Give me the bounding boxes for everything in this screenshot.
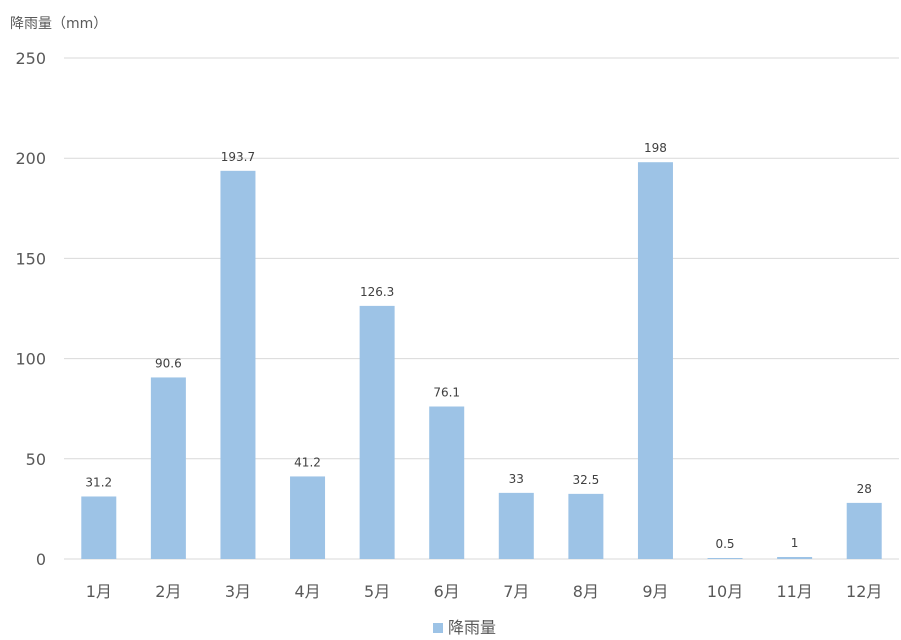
y-tick-label: 0 bbox=[36, 550, 46, 569]
y-tick-label: 200 bbox=[15, 149, 46, 168]
bar[interactable] bbox=[846, 502, 882, 559]
bar[interactable] bbox=[429, 406, 465, 559]
x-tick-label: 8月 bbox=[573, 582, 599, 601]
x-tick-label: 10月 bbox=[707, 582, 743, 601]
bar[interactable] bbox=[568, 493, 604, 559]
bar[interactable] bbox=[220, 170, 256, 559]
data-label: 0.5 bbox=[715, 537, 734, 551]
bar[interactable] bbox=[81, 496, 117, 559]
data-label: 193.7 bbox=[221, 150, 255, 164]
legend[interactable]: 降雨量 bbox=[433, 618, 496, 637]
data-label: 28 bbox=[857, 482, 872, 496]
gridlines bbox=[64, 57, 899, 560]
data-label: 198 bbox=[644, 141, 667, 155]
y-tick-label: 250 bbox=[15, 49, 46, 68]
data-label: 76.1 bbox=[433, 385, 460, 399]
y-tick-label: 100 bbox=[15, 350, 46, 369]
bar[interactable] bbox=[359, 305, 395, 559]
y-axis-ticks: 0 50 100 150 200 250 bbox=[15, 49, 46, 569]
x-tick-label: 7月 bbox=[503, 582, 529, 601]
legend-label: 降雨量 bbox=[448, 618, 496, 637]
bars bbox=[81, 162, 882, 559]
data-label: 1 bbox=[791, 536, 799, 550]
data-label: 41.2 bbox=[294, 455, 321, 469]
y-tick-label: 50 bbox=[26, 450, 46, 469]
legend-swatch bbox=[433, 623, 443, 633]
bar[interactable] bbox=[290, 476, 326, 559]
x-tick-label: 1月 bbox=[86, 582, 112, 601]
data-labels: 31.2 90.6 193.7 41.2 126.3 76.1 33 32.5 198 0.5 1 2… bbox=[85, 141, 871, 551]
x-tick-label: 4月 bbox=[294, 582, 320, 601]
bar[interactable] bbox=[637, 162, 673, 559]
bar[interactable] bbox=[777, 556, 813, 559]
bar[interactable] bbox=[150, 377, 186, 559]
y-tick-label: 150 bbox=[15, 249, 46, 268]
data-label: 33 bbox=[509, 472, 524, 486]
bar[interactable] bbox=[498, 492, 534, 559]
x-axis-ticks: 1月 2月 3月 4月 5月 6月 7月 8月 9月 10月 11月 12月 bbox=[86, 582, 883, 601]
x-tick-label: 6月 bbox=[434, 582, 460, 601]
x-tick-label: 11月 bbox=[776, 582, 812, 601]
x-tick-label: 5月 bbox=[364, 582, 390, 601]
data-label: 90.6 bbox=[155, 356, 182, 370]
y-axis-label: 降雨量（mm） bbox=[10, 16, 107, 32]
data-label: 126.3 bbox=[360, 285, 394, 299]
x-tick-label: 3月 bbox=[225, 582, 251, 601]
data-label: 32.5 bbox=[573, 473, 600, 487]
bar[interactable] bbox=[707, 557, 743, 559]
x-tick-label: 2月 bbox=[155, 582, 181, 601]
x-tick-label: 12月 bbox=[846, 582, 882, 601]
x-tick-label: 9月 bbox=[642, 582, 668, 601]
data-label: 31.2 bbox=[85, 475, 112, 489]
